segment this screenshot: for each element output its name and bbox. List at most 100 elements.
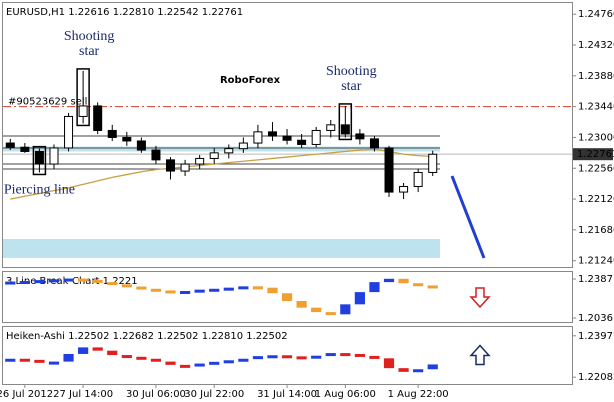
brick [34,359,45,363]
brick [252,356,264,360]
brick [150,358,162,362]
y-tick-label: 1.22120 [578,194,614,205]
brick [48,361,60,365]
brick [150,288,162,292]
signal-arrow [469,287,491,309]
candle-body [209,152,219,159]
brick [136,356,147,360]
y-tick-label: 1.23880 [578,71,614,82]
x-tick-label: 1 Aug 06:00 [315,389,376,400]
candle-body [78,105,88,117]
brick [63,278,74,282]
annotation: Piercing line [4,183,75,198]
candle-body [340,124,350,135]
y-tick-label: 1.23977 [578,331,614,342]
x-tick-label: 1 Aug 22:00 [388,389,449,400]
brick [194,289,205,293]
brick [296,356,307,360]
y-tick-label: 1.23000 [578,132,614,143]
brick [311,307,322,313]
brick [48,279,60,283]
brick [165,290,176,294]
brick [5,358,16,362]
x-tick-label: 27 Jul 14:00 [53,389,113,400]
brick [369,282,380,293]
pattern-box [32,145,47,176]
panel-title: Heiken-Ashi 1.22502 1.22682 1.22502 1.22… [6,331,288,342]
brick [78,347,89,354]
brick [427,285,438,289]
candle-body [180,163,190,172]
moving-average [10,148,433,200]
sell-label: #90523629 sell [8,97,87,108]
band [3,146,440,152]
brick [179,364,191,368]
brick [19,281,30,284]
candle-body [5,142,15,148]
candle-body [369,138,379,149]
brick [121,284,132,288]
candle-body [49,147,59,165]
y-tick-label: 1.24760 [578,9,614,20]
candle-body [253,131,263,144]
x-tick-label: 30 Jul 06:00 [126,389,186,400]
annotation: Shooting [64,29,115,44]
main-frame [2,2,573,268]
candle-body [413,171,423,187]
candle-body [166,159,176,172]
brick [78,278,89,282]
brick [267,287,278,294]
brick [209,288,220,292]
annotation: Shooting [326,64,377,79]
candle-body [195,157,205,165]
brick [340,304,351,315]
y-tick-label: 1.22560 [578,163,614,174]
y-tick-label: 1.21240 [578,256,614,267]
price-box [573,148,613,161]
candle-body [122,136,132,142]
candle-body [267,131,277,137]
brick [107,282,118,286]
brick [413,369,424,373]
candle-body [107,129,117,138]
x-tick-label: 26 Jul 2012 [0,389,53,400]
candle-body [311,129,321,145]
panel-frames [2,2,573,385]
brick [136,286,147,290]
pattern-box [76,68,90,127]
watermark: RoboForex [220,75,281,86]
y-tick-label: 1.2387 [578,274,613,285]
brick [63,353,74,362]
candle-body [136,140,146,151]
brick [194,363,205,367]
candle-body [355,133,365,140]
candle-body [93,105,103,131]
brick [267,355,278,359]
y-tick-label: 1.2036 [578,313,613,324]
brick [325,353,336,357]
brick [223,360,234,364]
brick [238,358,249,362]
linebreak-frame [2,271,573,323]
brick [121,355,132,359]
brick [165,361,176,365]
brick [296,301,307,308]
candle-body [151,149,161,161]
brick [340,353,351,357]
zone [3,238,440,258]
candle-body [326,124,336,131]
annotation: star [341,79,362,94]
brick [252,286,264,290]
signal-arrow [469,344,491,366]
brick [107,350,118,356]
brick [383,358,395,369]
candle-body [282,135,292,141]
brick [92,347,103,351]
brick [179,291,191,294]
x-tick-label: 30 Jul 22:00 [184,389,244,400]
y-tick-label: 1.24320 [578,40,614,51]
brick [325,312,336,316]
x-tick-label: 31 Jul 14:00 [257,389,317,400]
